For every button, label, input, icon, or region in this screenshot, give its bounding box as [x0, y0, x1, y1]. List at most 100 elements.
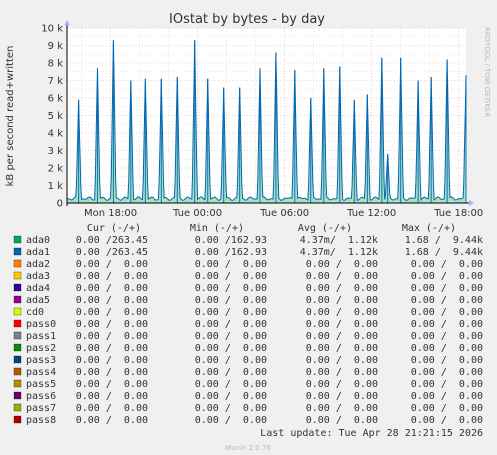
legend-avg: 4.37m/ 1.12k [300, 235, 378, 246]
legend-max: 0.00 / 0.00 [411, 295, 483, 306]
legend-header: Min (-/+) [190, 223, 244, 234]
legend-avg: 0.00 / 0.00 [306, 283, 378, 294]
y-tick-label: 2 k [48, 164, 64, 175]
y-tick-label: 10 k [41, 24, 63, 35]
legend-cur: 0.00 / 0.00 [76, 319, 148, 330]
legend-swatch [13, 355, 22, 364]
legend-swatch [13, 271, 22, 280]
legend-max: 0.00 / 0.00 [411, 307, 483, 318]
legend-min: 0.00 / 0.00 [195, 415, 267, 426]
legend-swatch [13, 247, 22, 256]
x-axis-arrow [469, 200, 474, 206]
munin-version: Munin 2.0.76 [225, 444, 271, 452]
legend-header: Max (-/+) [402, 223, 456, 234]
legend-name: ada2 [26, 259, 50, 270]
legend-name: pass6 [26, 391, 56, 402]
legend-swatch [13, 415, 22, 424]
legend-max: 0.00 / 0.00 [411, 319, 483, 330]
legend-avg: 0.00 / 0.00 [306, 271, 378, 282]
tick-labels: 0 1 k 2 k 3 k 4 k 5 k 6 k 7 k 8 k 9 k 10 k Mon 18:0… [41, 24, 483, 220]
y-tick-label: 7 k [48, 76, 64, 87]
legend: Cur (-/+) Min (-/+) Avg (-/+) Max (-/+) ada0… [13, 223, 483, 426]
x-tick-label: Tue 06:00 [259, 208, 309, 219]
legend-avg: 0.00 / 0.00 [306, 259, 378, 270]
legend-avg: 0.00 / 0.00 [306, 307, 378, 318]
legend-min: 0.00 /162.93 [195, 235, 267, 246]
legend-name: pass2 [26, 343, 56, 354]
legend-avg: 4.37m/ 1.12k [300, 247, 378, 258]
y-tick-label: 0 [57, 199, 63, 210]
rrdtool-credit: RRDTOOL / TOBI OETIKER [483, 27, 491, 117]
legend-cur: 0.00 / 0.00 [76, 295, 148, 306]
legend-max: 0.00 / 0.00 [411, 271, 483, 282]
x-tick-label: Tue 12:00 [346, 208, 396, 219]
legend-swatch [13, 403, 22, 412]
legend-min: 0.00 / 0.00 [195, 271, 267, 282]
legend-swatch [13, 343, 22, 352]
legend-cur: 0.00 / 0.00 [76, 331, 148, 342]
x-tick-label: Tue 18:00 [433, 208, 483, 219]
legend-swatch [13, 307, 22, 316]
x-tick-label: Tue 00:00 [172, 208, 222, 219]
legend-header: Avg (-/+) [298, 223, 352, 234]
legend-max: 0.00 / 0.00 [411, 379, 483, 390]
legend-name: pass8 [26, 415, 56, 426]
y-tick-label: 4 k [48, 129, 64, 140]
legend-avg: 0.00 / 0.00 [306, 391, 378, 402]
series-layer [67, 40, 467, 203]
legend-min: 0.00 / 0.00 [195, 295, 267, 306]
y-tick-label: 8 k [48, 59, 64, 70]
legend-min: 0.00 / 0.00 [195, 403, 267, 414]
y-tick-label: 6 k [48, 94, 64, 105]
series-ada0-line [67, 40, 467, 202]
legend-avg: 0.00 / 0.00 [306, 295, 378, 306]
legend-name: pass3 [26, 355, 56, 366]
legend-avg: 0.00 / 0.00 [306, 379, 378, 390]
legend-max: 0.00 / 0.00 [411, 259, 483, 270]
legend-cur: 0.00 /263.45 [76, 235, 148, 246]
legend-cur: 0.00 / 0.00 [76, 259, 148, 270]
legend-cur: 0.00 / 0.00 [76, 391, 148, 402]
legend-swatch [13, 319, 22, 328]
legend-name: pass1 [26, 331, 56, 342]
legend-min: 0.00 / 0.00 [195, 367, 267, 378]
legend-name: ada3 [26, 271, 50, 282]
legend-avg: 0.00 / 0.00 [306, 355, 378, 366]
legend-max: 1.68 / 9.44k [405, 235, 483, 246]
legend-cur: 0.00 / 0.00 [76, 343, 148, 354]
chart-title: IOstat by bytes - by day [169, 12, 325, 27]
legend-name: ada1 [26, 247, 50, 258]
legend-avg: 0.00 / 0.00 [306, 319, 378, 330]
legend-cur: 0.00 / 0.00 [76, 379, 148, 390]
legend-name: pass7 [26, 403, 56, 414]
legend-min: 0.00 / 0.00 [195, 331, 267, 342]
y-tick-label: 5 k [48, 111, 64, 122]
legend-swatch [13, 259, 22, 268]
legend-cur: 0.00 / 0.00 [76, 367, 148, 378]
legend-max: 0.00 / 0.00 [411, 343, 483, 354]
legend-swatch [13, 295, 22, 304]
legend-name: ada0 [26, 235, 50, 246]
legend-avg: 0.00 / 0.00 [306, 415, 378, 426]
series-ada0-area [67, 40, 466, 203]
legend-max: 0.00 / 0.00 [411, 391, 483, 402]
legend-min: 0.00 / 0.00 [195, 343, 267, 354]
legend-cur: 0.00 / 0.00 [76, 307, 148, 318]
legend-max: 1.68 / 9.44k [405, 247, 483, 258]
legend-swatch [13, 331, 22, 340]
legend-min: 0.00 / 0.00 [195, 391, 267, 402]
legend-name: pass0 [26, 319, 56, 330]
legend-avg: 0.00 / 0.00 [306, 343, 378, 354]
axes [64, 20, 474, 206]
legend-cur: 0.00 / 0.00 [76, 283, 148, 294]
y-tick-label: 1 k [48, 181, 64, 192]
legend-max: 0.00 / 0.00 [411, 367, 483, 378]
legend-max: 0.00 / 0.00 [411, 331, 483, 342]
y-axis-label: kB per second read+written [5, 46, 16, 187]
legend-avg: 0.00 / 0.00 [306, 367, 378, 378]
legend-name: pass4 [26, 367, 56, 378]
legend-max: 0.00 / 0.00 [411, 415, 483, 426]
legend-min: 0.00 / 0.00 [195, 307, 267, 318]
legend-swatch [13, 283, 22, 292]
